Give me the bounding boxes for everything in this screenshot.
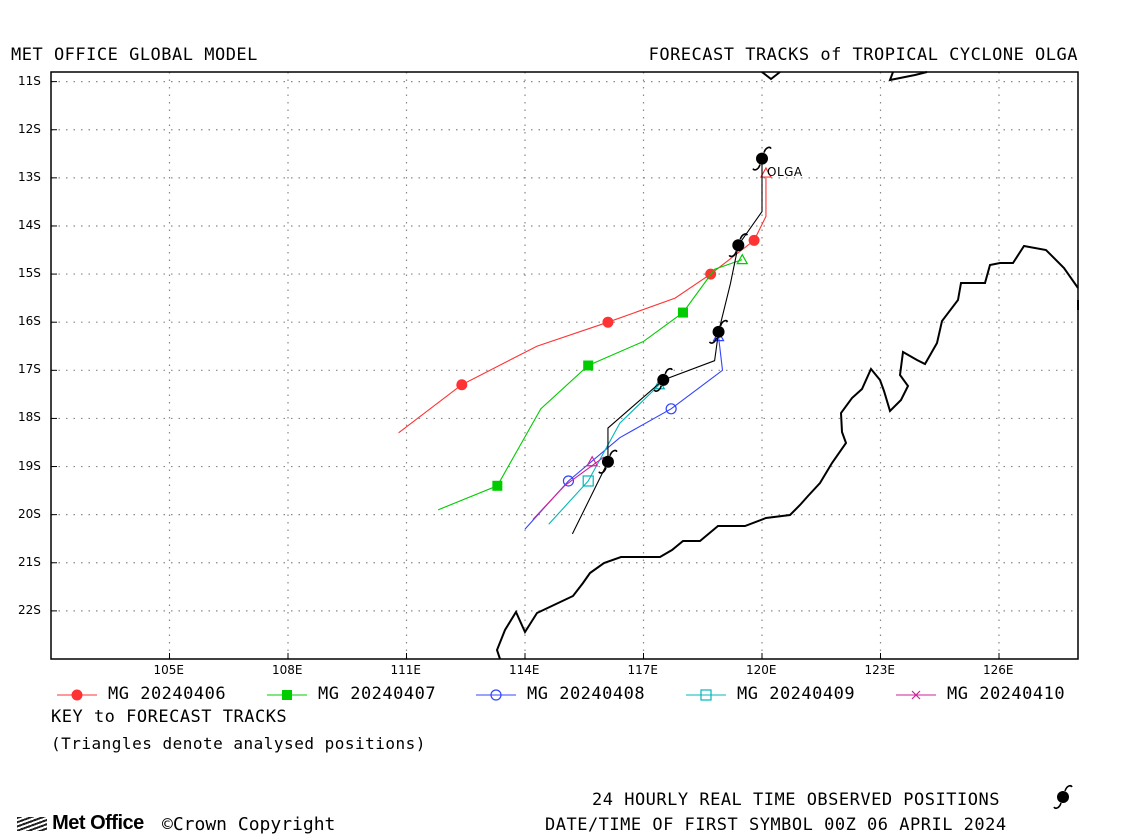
coastline-north [888, 71, 928, 82]
legend-label: MG 20240409 [737, 684, 856, 704]
lon-tick-label: 111E [390, 663, 422, 677]
track-marker-square [282, 690, 292, 700]
logo-mark-icon [17, 816, 47, 831]
lon-tick-label: 123E [864, 663, 896, 677]
observed-position-icon [708, 319, 729, 344]
track-marker-open-square [582, 475, 594, 487]
forecast-track-line [532, 456, 605, 520]
track-marker-circle [71, 689, 83, 701]
analysed-triangle [586, 455, 599, 467]
lon-tick-label: 126E [983, 663, 1014, 677]
track-marker-square [492, 480, 503, 491]
first-symbol-time: DATE/TIME OF FIRST SYMBOL 00Z 06 APRIL 2… [545, 815, 1007, 835]
lat-tick-label: 21S [18, 554, 41, 569]
legend-label: MG 20240410 [947, 684, 1066, 704]
forecast-track-line [437, 259, 743, 511]
track-marker-open-circle [562, 475, 575, 487]
lat-tick-label: 20S [18, 506, 41, 521]
lat-tick-label: 12S [18, 121, 41, 136]
observed-key-cyclone-icon [1053, 785, 1073, 809]
track-marker-square [678, 307, 688, 318]
lat-tick-label: 18S [18, 410, 41, 425]
lat-tick-label: 17S [18, 362, 41, 377]
observed-position-icon [598, 449, 618, 474]
track-marker-circle [748, 234, 760, 246]
lat-tick-label: 16S [18, 314, 41, 329]
legend-label: MG 20240408 [527, 684, 646, 704]
track-marker-cross [911, 690, 921, 700]
key-title: KEY to FORECAST TRACKS [51, 707, 288, 727]
storm-label: OLGA [767, 165, 803, 179]
observed-symbol-key [1053, 785, 1073, 809]
lat-tick-label: 22S [18, 602, 41, 617]
lat-tick-label: 13S [18, 169, 41, 184]
key-note: (Triangles denote analysed positions) [51, 734, 426, 753]
analysed-triangle [759, 166, 772, 178]
observed-track [571, 146, 772, 535]
observed-position-icon [752, 146, 772, 171]
observed-note: 24 HOURLY REAL TIME OBSERVED POSITIONS [592, 790, 1000, 810]
lon-tick-label: 105E [153, 663, 185, 677]
track-legend [57, 689, 936, 701]
logo-text: Met Office [52, 812, 144, 834]
coastline-australia [495, 244, 1079, 660]
track-marker-circle [456, 379, 468, 391]
legend-label: MG 20240407 [318, 684, 437, 704]
legend-label: MG 20240406 [108, 684, 227, 704]
met-office-logo: Met Office [17, 812, 144, 835]
lon-tick-label: 114E [509, 663, 540, 677]
lon-tick-label: 117E [627, 663, 659, 677]
lat-tick-label: 14S [18, 217, 41, 232]
forecast-track-line [548, 384, 660, 525]
observed-track-line [571, 158, 763, 535]
observed-position-icon [653, 367, 673, 392]
lon-tick-label: 120E [746, 663, 777, 677]
forecast-tracks [398, 166, 772, 530]
track-marker-square [583, 360, 594, 371]
model-title: MET OFFICE GLOBAL MODEL [11, 45, 258, 65]
lat-tick-label: 11S [18, 73, 41, 88]
map-frame [50, 71, 1079, 660]
lat-tick-label: 15S [18, 266, 41, 281]
coastline-north [761, 71, 781, 81]
forecast-track-line [398, 177, 767, 434]
copyright-text: ©Crown Copyright [162, 814, 336, 835]
forecast-track-line [524, 336, 724, 530]
track-marker-open-circle [665, 403, 677, 415]
map-grid [51, 72, 1078, 659]
track-marker-open-square [700, 689, 712, 701]
observed-position-icon [728, 233, 749, 258]
lat-tick-label: 19S [18, 458, 41, 473]
analysed-triangle [736, 253, 749, 265]
track-marker-open-circle [490, 689, 502, 701]
forecast-title: FORECAST TRACKS of TROPICAL CYCLONE OLGA [648, 45, 1078, 65]
track-marker-circle [602, 316, 614, 328]
lon-tick-label: 108E [272, 663, 303, 677]
